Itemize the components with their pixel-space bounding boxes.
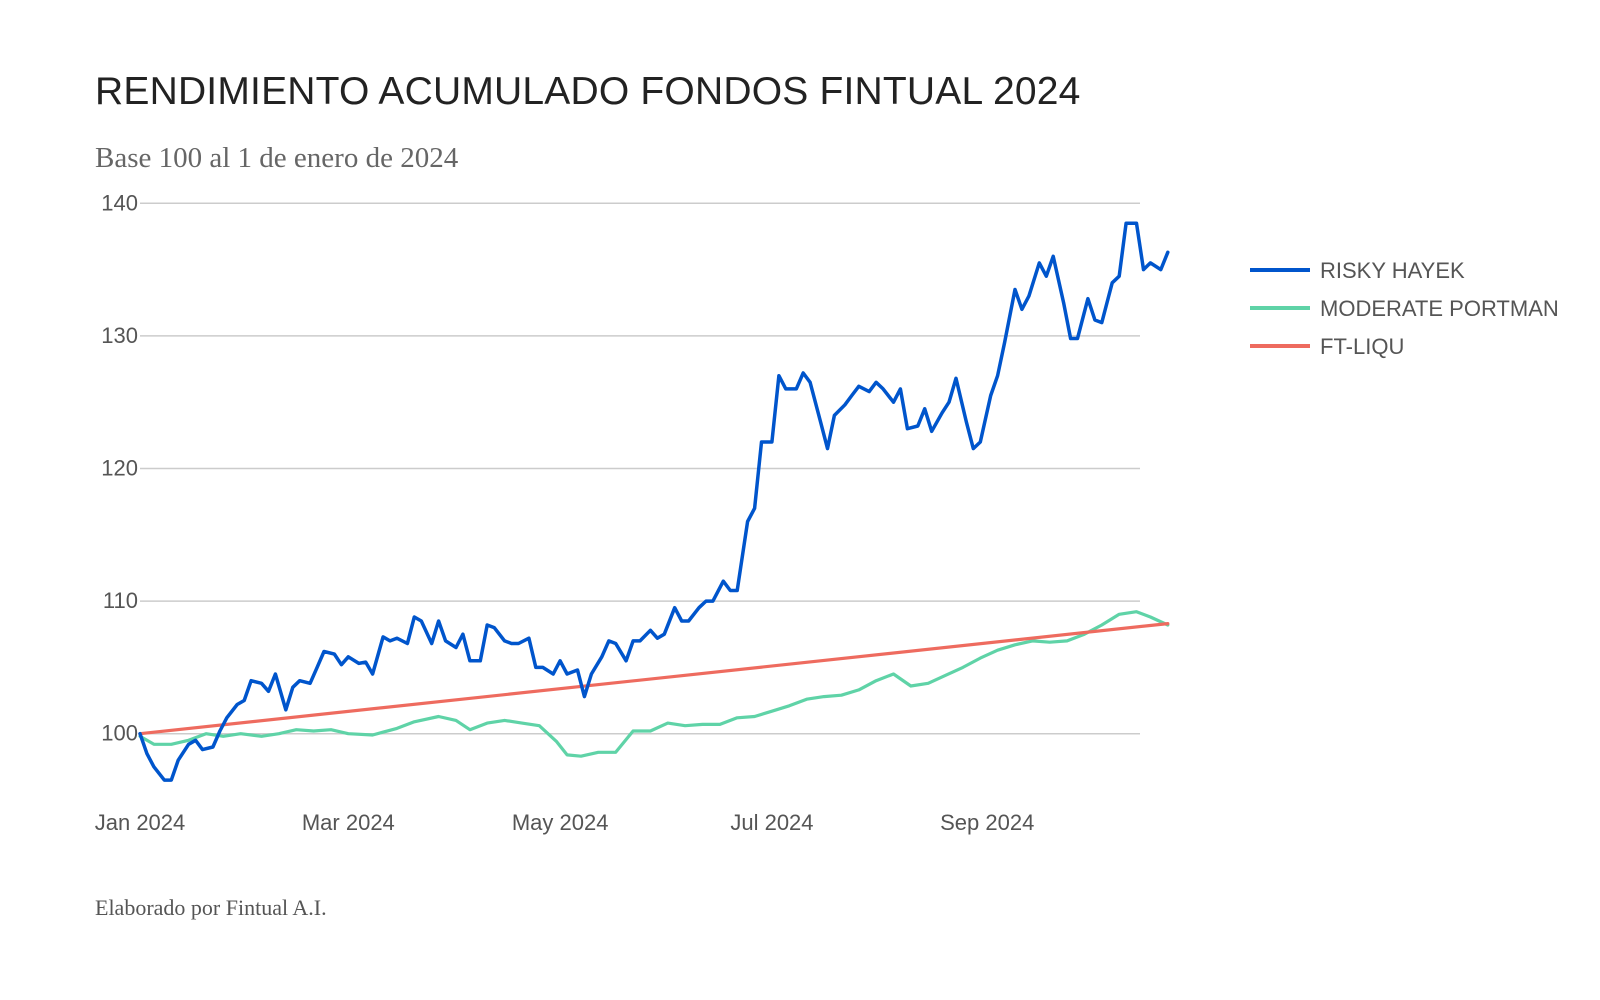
x-tick-label: May 2024 (512, 810, 609, 835)
series-line-ft-liqu (138, 621, 1170, 736)
y-tick-label: 110 (103, 588, 138, 613)
series-line-moderate-portman (138, 610, 1170, 758)
grid-lines (140, 202, 1140, 735)
x-tick-label: Mar 2024 (302, 810, 395, 835)
legend-label-risky-hayek: RISKY HAYEK (1320, 258, 1465, 283)
y-tick-label: 120 (101, 455, 138, 480)
series-line-risky-hayek (138, 221, 1170, 782)
x-tick-label: Sep 2024 (940, 810, 1034, 835)
y-tick-label: 100 (101, 721, 138, 746)
x-axis-ticks: Jan 2024 Mar 2024 May 2024 Jul 2024 Sep 2024 (95, 810, 1035, 835)
chart-subtitle: Base 100 al 1 de enero de 2024 (95, 142, 459, 174)
chart-credit: Elaborado por Fintual A.I. (95, 895, 327, 920)
y-tick-label: 140 (101, 190, 138, 215)
legend-label-ft-liqu: FT-LIQU (1320, 334, 1404, 359)
x-tick-label: Jul 2024 (730, 810, 813, 835)
x-tick-label: Jan 2024 (95, 810, 186, 835)
chart-title: RENDIMIENTO ACUMULADO FONDOS FINTUAL 202… (95, 70, 1081, 113)
y-tick-label: 130 (101, 323, 138, 348)
series-lines (138, 221, 1170, 782)
legend: RISKY HAYEK MODERATE PORTMAN FT-LIQU (1250, 258, 1559, 359)
y-axis-ticks: 100 110 120 130 140 (101, 190, 138, 745)
legend-label-moderate-portman: MODERATE PORTMAN (1320, 296, 1559, 321)
